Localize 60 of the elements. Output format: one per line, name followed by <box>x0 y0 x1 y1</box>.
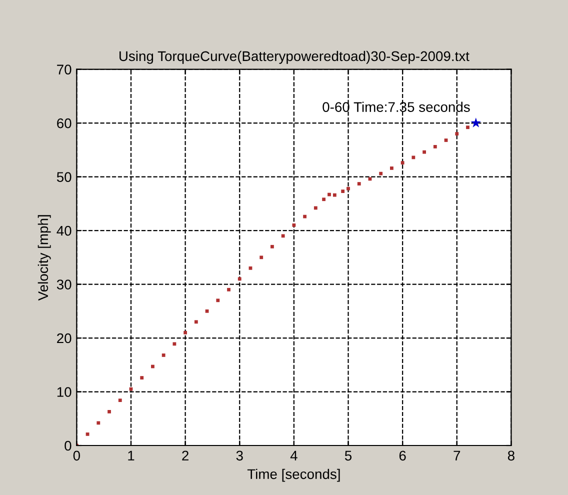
chart-title: Using TorqueCurve(Batterypoweredtoad)30-Sep-2009.txt <box>120 50 470 64</box>
y-tick-label: 0 <box>64 440 72 451</box>
x-tick-label: 2 <box>182 450 188 460</box>
point <box>322 198 326 202</box>
y-tick-label: 70 <box>57 64 72 74</box>
point <box>281 234 285 238</box>
point <box>303 214 307 218</box>
x-tick-label: 3 <box>236 450 243 461</box>
y-tick-label: 30 <box>56 280 72 290</box>
x-tick-label: 4 <box>290 450 298 460</box>
point <box>151 364 154 368</box>
point <box>292 223 296 227</box>
point <box>129 387 133 391</box>
point <box>346 186 350 190</box>
point <box>341 190 345 193</box>
point <box>248 266 252 270</box>
y-tick-label: 20 <box>57 333 72 344</box>
annotation: 0-60 Time:7.35 seconds <box>322 102 470 112</box>
point <box>270 244 274 248</box>
x-axis-title: Time [seconds] <box>247 468 340 482</box>
x-tick-label: 0 <box>73 450 80 461</box>
point <box>162 354 166 357</box>
point <box>108 410 111 414</box>
point <box>205 309 209 313</box>
point <box>260 256 264 260</box>
point <box>422 150 426 154</box>
y-tick-label: 10 <box>57 387 72 397</box>
point <box>172 342 176 346</box>
x-tick-label: 6 <box>399 450 406 461</box>
point <box>194 320 198 324</box>
point <box>140 376 144 380</box>
point <box>216 298 220 302</box>
y-tick-label: 40 <box>56 226 72 236</box>
point <box>433 144 437 148</box>
y-tick-label: 60 <box>57 118 72 128</box>
point <box>400 161 404 165</box>
point <box>379 172 383 176</box>
x-tick-label: 5 <box>344 450 352 461</box>
y-tick-label: 50 <box>56 172 72 182</box>
x-tick-label: 7 <box>454 450 460 460</box>
point <box>227 288 230 292</box>
point <box>314 206 318 210</box>
x-tick-label: 8 <box>508 450 514 461</box>
point <box>390 166 394 170</box>
point <box>332 193 336 197</box>
point <box>368 177 372 181</box>
point <box>455 132 459 136</box>
point <box>86 432 90 436</box>
point <box>328 192 331 196</box>
x-tick-label: 1 <box>128 450 134 460</box>
point <box>118 398 122 402</box>
point <box>184 330 188 334</box>
point <box>444 138 448 142</box>
point <box>412 156 416 160</box>
point <box>238 277 242 281</box>
y-axis-title: Velocity [mph] <box>38 215 51 301</box>
point <box>470 118 482 128</box>
point <box>466 126 470 130</box>
point <box>96 421 100 425</box>
point <box>357 182 361 186</box>
